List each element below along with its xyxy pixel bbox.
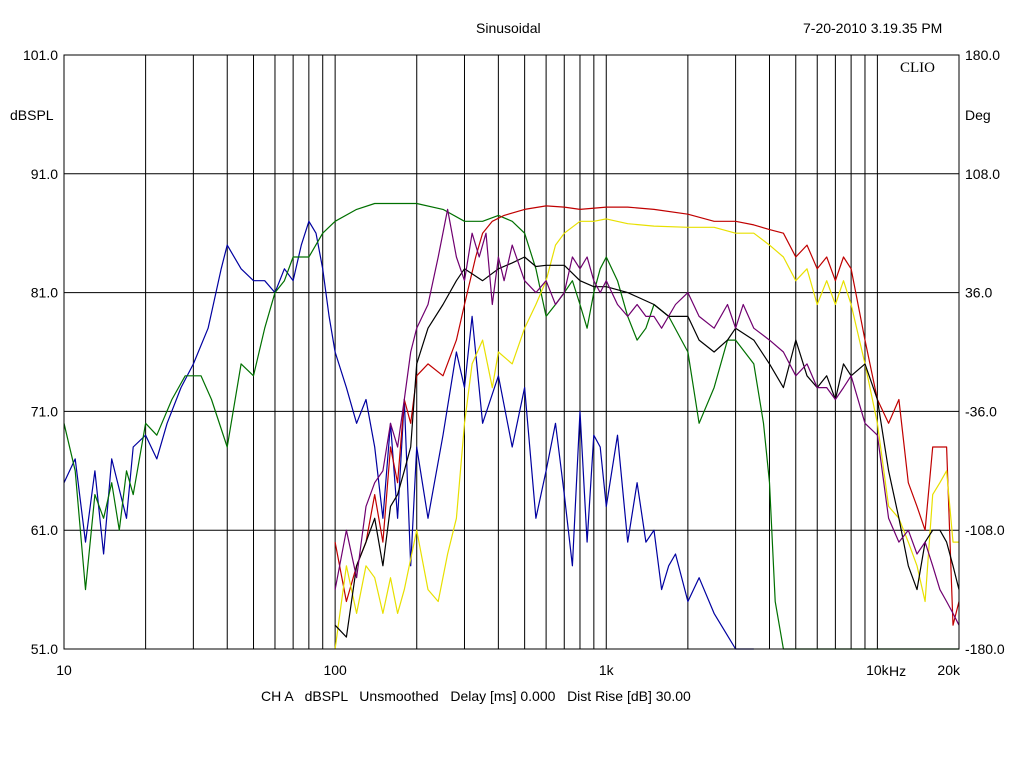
grid-lines (64, 55, 959, 649)
y2-tick-label: -108.0 (965, 522, 1005, 538)
series-line-4 (334, 218, 959, 650)
chart-title: Sinusoidal (476, 20, 541, 36)
y2-tick-label: 180.0 (965, 47, 1000, 63)
y-tick-label: 81.0 (31, 285, 58, 301)
y2-tick-label: 108.0 (965, 166, 1000, 182)
x-tick-label: 10 (56, 662, 72, 678)
y2-tick-label: -36.0 (965, 403, 997, 419)
y-tick-label: 101.0 (23, 47, 58, 63)
y-tick-label: 61.0 (31, 522, 58, 538)
y-tick-label: 71.0 (31, 403, 58, 419)
series-line-6 (334, 208, 960, 626)
series-line-3 (334, 205, 960, 626)
y-axis-label: dBSPL (10, 107, 54, 123)
y2-tick-label: 36.0 (965, 285, 992, 301)
x-tick-label: 10k (866, 662, 890, 678)
y-tick-label: 51.0 (31, 641, 58, 657)
tick-labels: 101.0 91.0 81.0 71.0 61.0 51.0 180.0 108.0 36.0 -… (23, 47, 1005, 678)
series-line-2 (63, 202, 959, 650)
timestamp: 7-20-2010 3.19.35 PM (803, 20, 943, 36)
series-group (63, 202, 960, 650)
y2-tick-label: -180.0 (965, 641, 1005, 657)
x-tick-label: 1k (599, 662, 615, 678)
x-axis-unit-label: Hz (889, 663, 907, 679)
x-tick-label: 100 (323, 662, 347, 678)
x-tick-label: 20k (937, 662, 961, 678)
y2-axis-label: Deg (965, 107, 991, 123)
brand-logo: CLIO (900, 60, 935, 76)
status-line: CH A dBSPL Unsmoothed Delay [ms] 0.000 D… (261, 688, 691, 704)
plot-area (64, 55, 959, 649)
plot-frame (63, 54, 960, 650)
y-tick-label: 91.0 (31, 166, 58, 182)
